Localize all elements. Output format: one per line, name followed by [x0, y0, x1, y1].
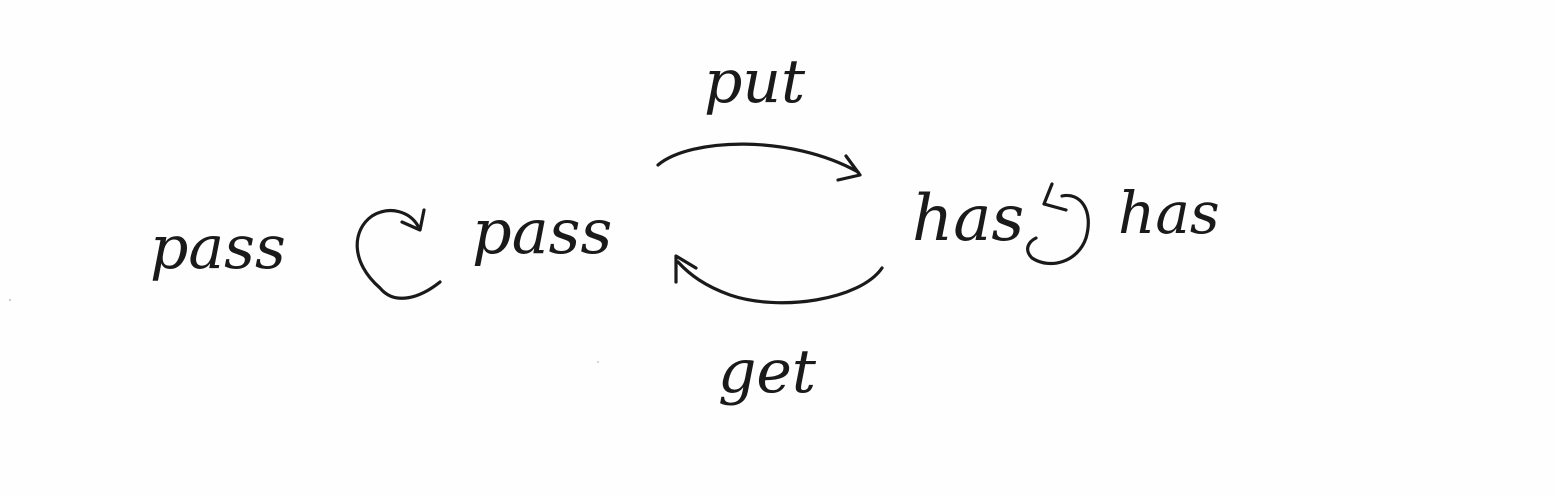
- paper-speck: [8, 298, 12, 302]
- pass-self-loop-arrow: [355, 209, 442, 300]
- get-arrowhead: [674, 254, 698, 284]
- node-has-left: has: [912, 182, 1024, 256]
- has-self-loop-arrow: [1026, 193, 1090, 266]
- put-arrowhead: [836, 154, 862, 182]
- get-arrow: [676, 260, 884, 305]
- edge-label-get: get: [718, 337, 817, 407]
- node-pass-right: pass: [472, 195, 612, 268]
- edge-label-put: put: [704, 47, 806, 117]
- node-has-right: has: [1118, 179, 1220, 247]
- paper-speck: [596, 360, 600, 364]
- has-self-loop-arrowhead: [1042, 182, 1068, 212]
- node-pass-left: pass: [150, 213, 286, 283]
- put-arrow: [656, 142, 860, 174]
- pass-self-loop-arrowhead: [400, 208, 426, 232]
